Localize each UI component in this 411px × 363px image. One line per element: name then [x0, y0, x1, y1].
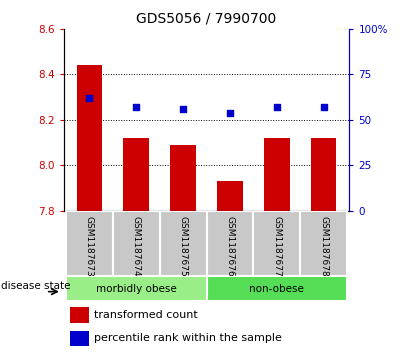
Bar — [66, 276, 206, 301]
Text: disease state: disease state — [1, 281, 71, 290]
Point — [320, 104, 327, 110]
Title: GDS5056 / 7990700: GDS5056 / 7990700 — [136, 11, 277, 25]
Point — [226, 110, 233, 115]
Text: non-obese: non-obese — [249, 284, 304, 294]
Text: transformed count: transformed count — [94, 310, 198, 320]
Text: GSM1187673: GSM1187673 — [85, 216, 94, 277]
Point — [133, 104, 140, 110]
Bar — [71, 331, 89, 346]
Bar — [206, 276, 347, 301]
Bar — [170, 145, 196, 211]
Text: GSM1187675: GSM1187675 — [179, 216, 187, 277]
Text: GSM1187674: GSM1187674 — [132, 216, 141, 276]
Text: morbidly obese: morbidly obese — [96, 284, 177, 294]
Bar — [253, 211, 300, 276]
Bar — [311, 138, 337, 211]
Bar — [66, 211, 113, 276]
Text: percentile rank within the sample: percentile rank within the sample — [94, 333, 282, 343]
Bar — [113, 211, 160, 276]
Bar — [71, 307, 89, 323]
Bar — [217, 181, 243, 211]
Bar — [123, 138, 149, 211]
Point — [86, 95, 93, 101]
Bar — [300, 211, 347, 276]
Bar — [264, 138, 290, 211]
Point — [273, 104, 280, 110]
Bar — [206, 211, 253, 276]
Text: GSM1187676: GSM1187676 — [226, 216, 234, 277]
Text: GSM1187678: GSM1187678 — [319, 216, 328, 277]
Bar — [76, 65, 102, 211]
Text: GSM1187677: GSM1187677 — [272, 216, 281, 277]
Bar — [160, 211, 206, 276]
Point — [180, 106, 187, 112]
